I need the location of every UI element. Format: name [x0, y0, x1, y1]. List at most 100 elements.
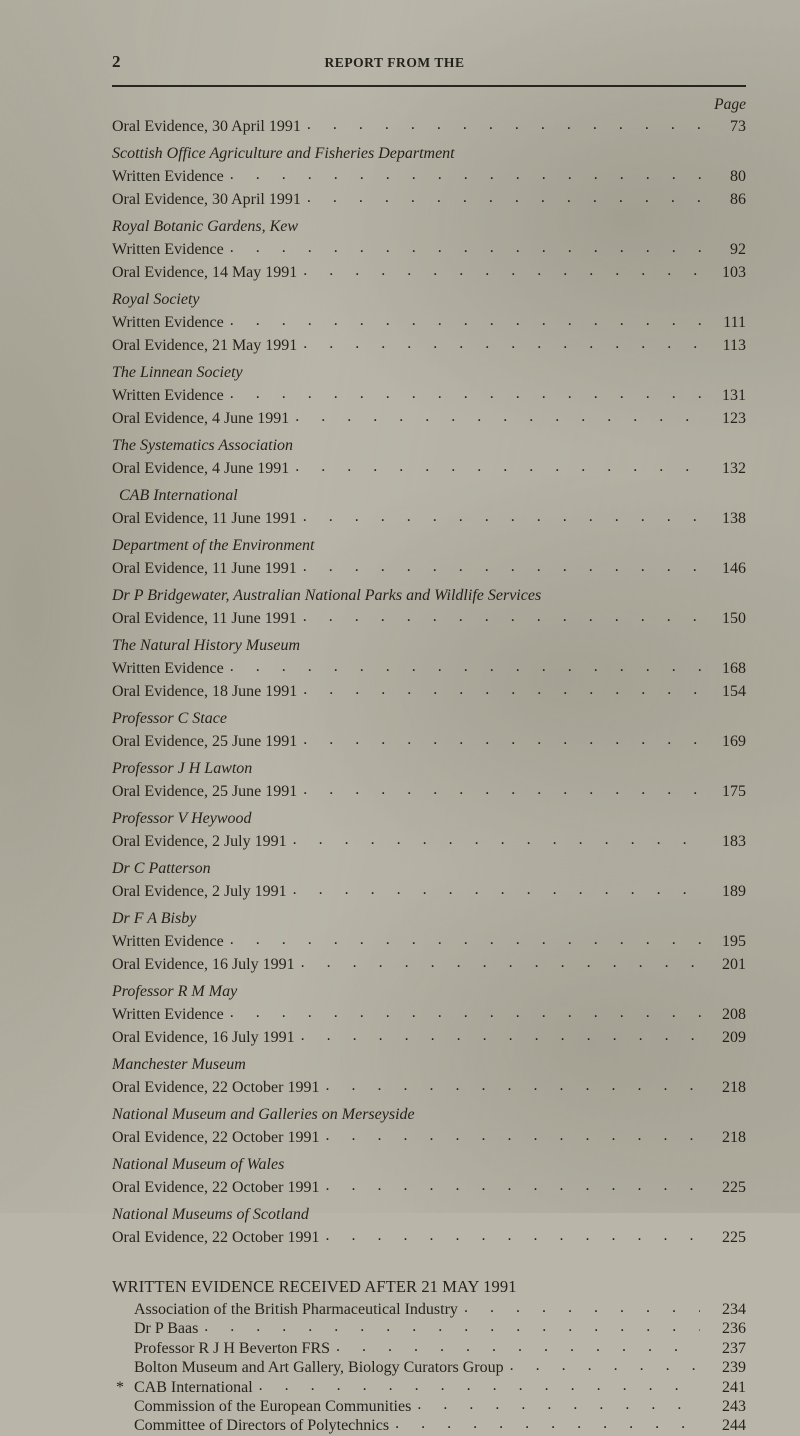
entry-label: Written Evidence: [112, 1006, 224, 1023]
entry-page-number: 131: [722, 387, 746, 404]
dot-leader: [301, 951, 702, 967]
contents-groups: Oral Evidence, 30 April 1991 73 Scottish O…: [112, 115, 746, 1249]
contents-entry: Oral Evidence, 22 October 1991 218: [112, 1076, 746, 1099]
contents-section-heading: Royal Society: [112, 291, 200, 308]
dot-leader: [204, 1317, 700, 1333]
contents-group: Professor C Stace Oral Evidence, 25 June …: [112, 707, 746, 753]
late-evidence-list: Association of the British Pharmaceutica…: [112, 1300, 746, 1436]
entry-label: Oral Evidence, 14 May 1991: [112, 264, 298, 281]
dot-leader: [303, 778, 702, 794]
entry-label: Oral Evidence, 11 June 1991: [112, 510, 297, 527]
contents-section-heading: National Museums of Scotland: [112, 1206, 309, 1223]
dot-leader: [293, 878, 702, 894]
entry-label: Oral Evidence, 30 April 1991: [112, 191, 301, 208]
contents-section-heading: CAB International: [119, 487, 238, 504]
dot-leader: [230, 236, 702, 252]
entry-page-number: 218: [722, 1079, 746, 1096]
entry-page-number: 111: [723, 314, 746, 331]
contents-entry: Oral Evidence, 22 October 1991 218: [112, 1126, 746, 1149]
dot-leader: [303, 332, 702, 348]
entry-label: Commission of the European Communities: [134, 1398, 412, 1416]
entry-marker: *: [116, 1378, 124, 1396]
entry-label: Written Evidence: [112, 241, 224, 258]
entry-label: Written Evidence: [112, 933, 224, 950]
running-head-title: REPORT FROM THE: [324, 55, 465, 70]
entry-label: Oral Evidence, 16 July 1991: [112, 1029, 295, 1046]
contents-group: The Natural History Museum Written Eviden…: [112, 634, 746, 703]
contents-group: Oral Evidence, 30 April 1991 73: [112, 115, 746, 138]
entry-label: Oral Evidence, 11 June 1991: [112, 560, 297, 577]
contents-entry: Oral Evidence, 16 July 1991 201: [112, 953, 746, 976]
contents-group: Professor J H Lawton Oral Evidence, 25 Ju…: [112, 757, 746, 803]
entry-label: Oral Evidence, 22 October 1991: [112, 1179, 320, 1196]
entry-label: Oral Evidence, 30 April 1991: [112, 118, 301, 135]
entry-label: Written Evidence: [112, 314, 224, 331]
late-evidence-heading: WRITTEN EVIDENCE RECEIVED AFTER 21 MAY 1…: [112, 1277, 517, 1296]
dot-leader: [307, 113, 702, 129]
contents-section-heading: The Linnean Society: [112, 364, 243, 381]
contents-section-heading: Professor R M May: [112, 983, 238, 1000]
contents-group: National Museum and Galleries on Merseys…: [112, 1103, 746, 1149]
entry-label: Oral Evidence, 16 July 1991: [112, 956, 295, 973]
entry-label: Oral Evidence, 21 May 1991: [112, 337, 298, 354]
contents-group: National Museum of Wales Oral Evidence, 2…: [112, 1153, 746, 1199]
entry-page-number: 225: [722, 1229, 746, 1246]
dot-leader: [230, 163, 702, 179]
contents-entry: Oral Evidence, 22 October 1991 225: [112, 1176, 746, 1199]
contents-section-heading: Professor C Stace: [112, 710, 227, 727]
dot-leader: [230, 1001, 702, 1017]
contents-entry: Oral Evidence, 25 June 1991 175: [112, 780, 746, 803]
contents-entry: Oral Evidence, 11 June 1991 138: [112, 507, 746, 530]
entry-label: Oral Evidence, 25 June 1991: [112, 733, 298, 750]
contents-entry: Oral Evidence, 4 June 1991 123: [112, 407, 746, 430]
entry-page-number: 241: [722, 1378, 746, 1396]
entry-page-number: 189: [722, 883, 746, 900]
entry-page-number: 80: [730, 168, 746, 185]
late-evidence-entry: Committee of Directors of Polytechnics 24…: [112, 1416, 746, 1435]
contents-entry: Written Evidence 168: [112, 657, 746, 680]
entry-page-number: 209: [722, 1029, 746, 1046]
contents-section-heading: Royal Botanic Gardens, Kew: [112, 218, 299, 235]
entry-page-number: 146: [722, 560, 746, 577]
contents-entry: Oral Evidence, 2 July 1991 183: [112, 830, 746, 853]
dot-leader: [301, 1024, 702, 1040]
contents-entry: Written Evidence 208: [112, 1003, 746, 1026]
dot-leader: [417, 1395, 700, 1411]
contents-section-heading: Scottish Office Agriculture and Fisherie…: [112, 145, 455, 162]
contents-group: Professor V Heywood Oral Evidence, 2 July…: [112, 807, 746, 853]
dot-leader: [395, 1414, 700, 1430]
entry-label: Written Evidence: [112, 660, 224, 677]
contents-entry: Oral Evidence, 11 June 1991 146: [112, 557, 746, 580]
contents-entry: Oral Evidence, 2 July 1991 189: [112, 880, 746, 903]
dot-leader: [303, 505, 702, 521]
contents-entry: Oral Evidence, 30 April 1991 73: [112, 115, 746, 138]
entry-label: Oral Evidence, 2 July 1991: [112, 883, 287, 900]
contents-entry: Written Evidence 111: [112, 311, 746, 334]
entry-page-number: 244: [722, 1417, 746, 1435]
dot-leader: [230, 309, 702, 325]
dot-leader: [464, 1298, 700, 1314]
contents-entry: Oral Evidence, 16 July 1991 209: [112, 1026, 746, 1049]
contents-entry: Written Evidence 195: [112, 930, 746, 953]
contents-entry: Oral Evidence, 22 October 1991 225: [112, 1226, 746, 1249]
contents-entry: Oral Evidence, 18 June 1991 154: [112, 680, 746, 703]
header-rule: [112, 85, 746, 87]
contents-group: Professor R M May Written Evidence 208 Oral…: [112, 980, 746, 1049]
entry-page-number: 123: [722, 410, 746, 427]
entry-page-number: 225: [722, 1179, 746, 1196]
entry-page-number: 154: [722, 683, 746, 700]
dot-leader: [259, 1376, 700, 1392]
page-folio-number: 2: [112, 52, 121, 71]
contents-section-heading: The Systematics Association: [112, 437, 294, 454]
entry-page-number: 183: [722, 833, 746, 850]
entry-page-number: 201: [722, 956, 746, 973]
contents-section-heading: Professor J H Lawton: [112, 760, 253, 777]
entry-label: CAB International: [134, 1378, 253, 1396]
contents-section-heading: The Natural History Museum: [112, 637, 300, 654]
entry-page-number: 132: [722, 460, 746, 477]
entry-label: Written Evidence: [112, 387, 224, 404]
contents-section-heading: Dr P Bridgewater, Australian National Pa…: [112, 587, 542, 604]
contents-group: Dr P Bridgewater, Australian National Pa…: [112, 584, 746, 630]
document-page: 2 REPORT FROM THE Page Oral Evidence, 30…: [0, 0, 800, 1213]
contents-section-heading: National Museum and Galleries on Merseys…: [112, 1106, 415, 1123]
